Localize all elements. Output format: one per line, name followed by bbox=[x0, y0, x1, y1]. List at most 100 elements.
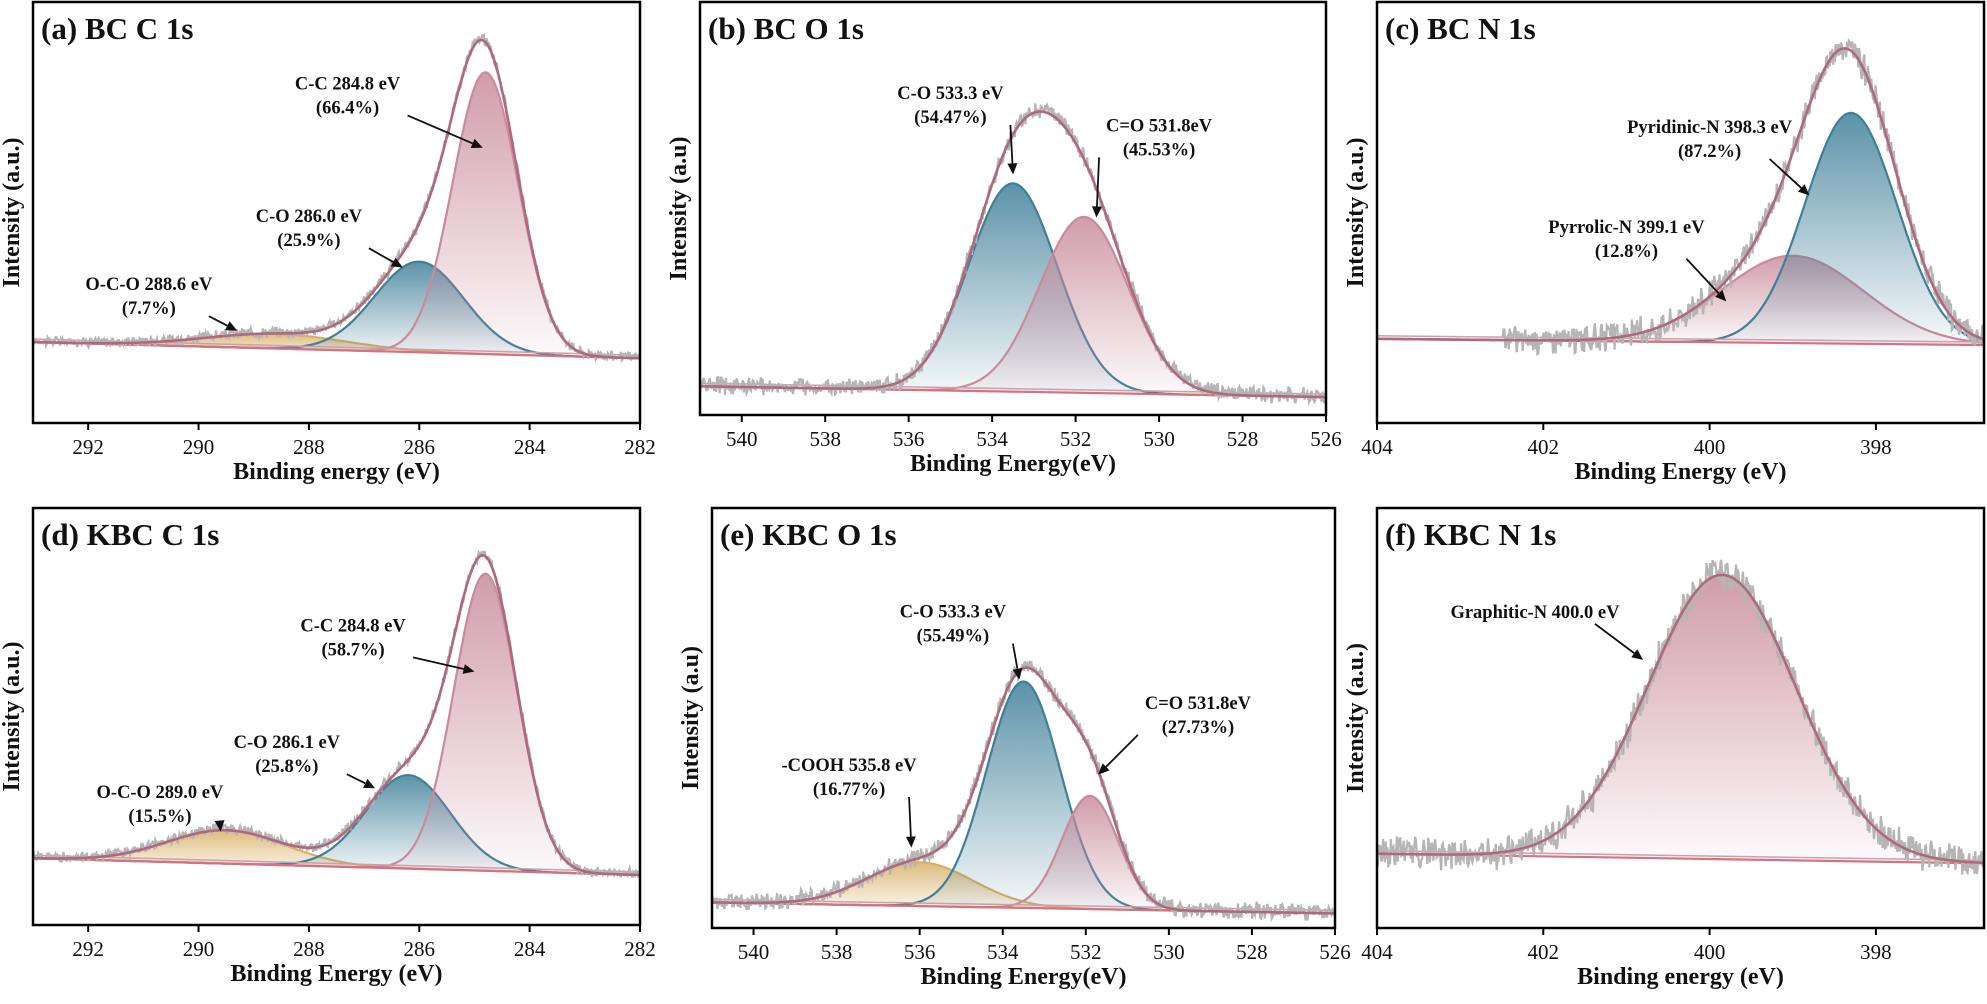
panel-title: (e) KBC O 1s bbox=[720, 517, 897, 552]
x-tick-label: 404 bbox=[1361, 940, 1393, 964]
x-tick-label: 530 bbox=[1143, 427, 1175, 451]
annotation-label: -COOH 535.8 eV bbox=[781, 756, 917, 776]
annotation-percent: (25.9%) bbox=[277, 231, 340, 251]
annotation-arrow bbox=[1768, 158, 1802, 189]
x-axis-label: Binding Energy(eV) bbox=[920, 964, 1126, 990]
background-line-2 bbox=[33, 854, 640, 873]
annotation-percent: (58.7%) bbox=[321, 640, 384, 660]
peak-fill-c-o bbox=[700, 216, 1326, 397]
peak-fill-c-o bbox=[700, 183, 1326, 397]
plot-area-a bbox=[33, 32, 640, 363]
annotation-label: Pyridinic-N 398.3 eV bbox=[1627, 118, 1793, 138]
x-tick-label: 528 bbox=[1236, 940, 1268, 964]
envelope-fit bbox=[1377, 47, 1984, 342]
plot-frame bbox=[710, 506, 1337, 930]
x-tick-label: 532 bbox=[1070, 940, 1102, 964]
x-tick-label: 400 bbox=[1694, 435, 1726, 459]
peak-fill-o-c-o bbox=[33, 830, 640, 875]
annotation-arrowhead bbox=[1091, 206, 1102, 218]
plot-frame bbox=[31, 0, 642, 425]
x-axis-label: Binding energy (eV) bbox=[233, 459, 440, 485]
annotation-percent: (66.4%) bbox=[316, 98, 379, 118]
x-tick-label: 286 bbox=[404, 435, 436, 459]
annotation-arrow bbox=[368, 247, 394, 263]
x-tick-label: 534 bbox=[987, 940, 1019, 964]
x-tick-label: 538 bbox=[821, 940, 853, 964]
annotation-arrowhead bbox=[905, 836, 916, 848]
envelope-fit bbox=[700, 110, 1326, 399]
panel-title: (c) BC N 1s bbox=[1385, 11, 1536, 46]
annotation-percent: (7.7%) bbox=[122, 299, 176, 319]
x-tick-label: 398 bbox=[1860, 940, 1892, 964]
x-axis-label: Binding Energy (eV) bbox=[230, 961, 442, 987]
annotation-arrowhead bbox=[225, 321, 238, 331]
annotation-label: Graphitic-N 400.0 eV bbox=[1450, 603, 1620, 623]
y-axis-label: Intensity (a.u.) bbox=[1343, 137, 1369, 287]
envelope-fit bbox=[1377, 573, 1984, 865]
annotation-arrow bbox=[1105, 734, 1139, 768]
annotation-arrow bbox=[346, 773, 366, 785]
panel-d: 292 290 288 286 284 282 Binding Energy (eV) Int… bbox=[0, 506, 656, 987]
annotation-label: O-C-O 289.0 eV bbox=[96, 783, 224, 803]
x-tick-label: 282 bbox=[624, 435, 656, 459]
x-axis-label: Binding Energy (eV) bbox=[1574, 459, 1786, 485]
x-tick-label: 284 bbox=[514, 435, 546, 459]
x-tick-label: 540 bbox=[738, 940, 770, 964]
annotation-label: C-C 284.8 eV bbox=[295, 74, 401, 94]
x-tick-label: 538 bbox=[809, 427, 841, 451]
annotation-label: C=O 531.8eV bbox=[1106, 116, 1213, 136]
x-tick-label: 540 bbox=[726, 427, 758, 451]
x-tick-label: 282 bbox=[624, 937, 656, 961]
annotation-label: Pyrrolic-N 399.1 eV bbox=[1548, 218, 1705, 238]
y-axis-label: Intensity (a.u.) bbox=[0, 641, 25, 791]
peak-fill-c-c bbox=[33, 573, 640, 875]
annotation-arrow bbox=[1009, 124, 1014, 164]
annotation-arrowhead bbox=[390, 257, 403, 268]
annotation-arrow bbox=[1012, 643, 1019, 669]
annotation-label: C-O 533.3 eV bbox=[900, 603, 1007, 623]
x-tick-label: 288 bbox=[293, 435, 325, 459]
x-tick-label: 526 bbox=[1319, 940, 1351, 964]
x-axis-label: Binding Energy(eV) bbox=[910, 451, 1116, 477]
x-tick-label: 290 bbox=[183, 435, 215, 459]
x-tick-label: 526 bbox=[1310, 427, 1342, 451]
envelope-fit bbox=[33, 553, 640, 877]
raw-spectrum bbox=[1377, 559, 1984, 876]
panel-title: (f) KBC N 1s bbox=[1385, 517, 1556, 552]
panel-f: 404 402 400 398 Binding energy (eV) Intensity… bbox=[1343, 506, 1986, 990]
envelope-fit bbox=[712, 666, 1335, 915]
plot-area-e bbox=[712, 660, 1335, 923]
annotation-arrow bbox=[908, 796, 912, 837]
peak-fill-c-c bbox=[33, 72, 640, 359]
annotation-label: O-C-O 288.6 eV bbox=[85, 275, 213, 295]
annotation-arrowhead bbox=[1631, 649, 1644, 660]
x-tick-label: 402 bbox=[1528, 435, 1560, 459]
x-tick-label: 530 bbox=[1153, 940, 1185, 964]
x-tick-label: 286 bbox=[404, 937, 436, 961]
annotation-arrowhead bbox=[462, 664, 475, 674]
background-line bbox=[33, 857, 640, 877]
annotation-percent: (12.8%) bbox=[1595, 242, 1658, 262]
annotation-label: C-O 286.1 eV bbox=[234, 733, 341, 753]
x-tick-label: 290 bbox=[183, 937, 215, 961]
plot-frame bbox=[698, 0, 1328, 417]
peak-fill--cooh bbox=[712, 862, 1335, 914]
annotation-percent: (54.47%) bbox=[914, 108, 986, 128]
panel-title: (b) BC O 1s bbox=[708, 11, 864, 46]
annotation-percent: (27.73%) bbox=[1162, 718, 1234, 738]
y-axis-label: Intensity (a.u) bbox=[666, 136, 692, 280]
annotation-arrowhead bbox=[363, 778, 376, 789]
annotation-arrowhead bbox=[1012, 667, 1023, 680]
annotation-arrowhead bbox=[1797, 184, 1810, 196]
annotation-arrowhead bbox=[1098, 763, 1110, 775]
panel-e: 540 538 536 534 532 530 528 526 Binding Energy(e… bbox=[678, 506, 1351, 990]
annotation-arrow bbox=[208, 315, 228, 327]
plot-area-c bbox=[1377, 37, 1984, 357]
x-tick-label: 292 bbox=[72, 435, 104, 459]
annotation-label: C=O 531.8eV bbox=[1145, 694, 1252, 714]
annotation-percent: (25.8%) bbox=[255, 757, 318, 777]
annotation-percent: (15.5%) bbox=[128, 807, 191, 827]
annotation-arrow bbox=[412, 656, 464, 670]
plot-area-b bbox=[700, 101, 1326, 407]
